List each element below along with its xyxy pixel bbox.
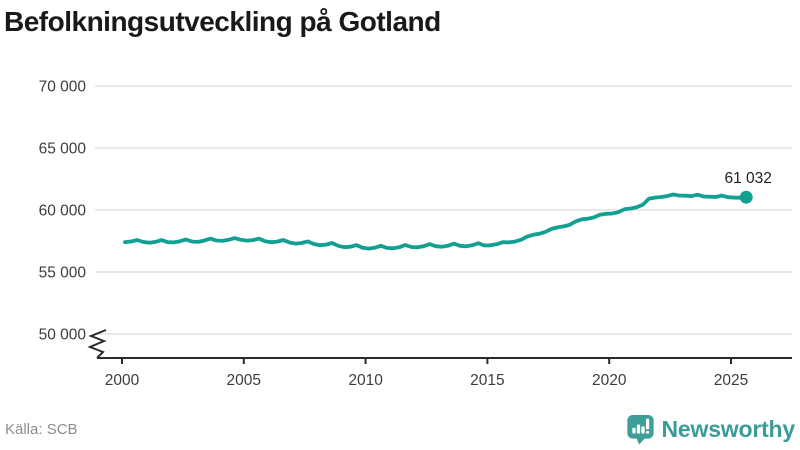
x-axis-label: 2015	[470, 372, 504, 389]
x-axis-label: 2010	[348, 372, 383, 389]
y-axis-label: 70 000	[39, 79, 87, 96]
x-axis-label: 2005	[227, 372, 261, 389]
y-axis-label: 65 000	[39, 141, 87, 158]
last-value-label: 61 032	[724, 170, 771, 187]
population-line	[123, 192, 749, 251]
axis-break-icon	[87, 329, 107, 359]
footer: Källa: SCB Newsworthy	[0, 412, 800, 450]
last-point-marker	[739, 190, 753, 204]
newsworthy-logo: Newsworthy	[626, 413, 795, 446]
newsworthy-wordmark: Newsworthy	[661, 415, 796, 442]
y-axis-label: 60 000	[39, 203, 87, 220]
newsworthy-logo-icon	[626, 414, 654, 444]
x-axis-label: 2020	[592, 372, 627, 389]
x-axis-label: 2025	[714, 372, 748, 389]
y-axis-label: 55 000	[39, 265, 87, 282]
y-axis-label: 50 000	[39, 327, 87, 344]
x-axis-label: 2000	[105, 372, 140, 389]
source-label: Källa: SCB	[5, 420, 78, 438]
population-line-chart: 70 000 65 000 60 000 55 000 50 000 2000 2005 20…	[39, 79, 792, 389]
chart-title: Befolkningsutveckling på Gotland	[4, 6, 441, 37]
